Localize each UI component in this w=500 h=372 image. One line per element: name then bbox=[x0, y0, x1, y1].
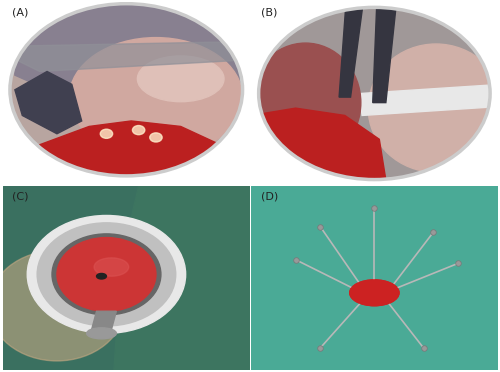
Circle shape bbox=[258, 7, 490, 180]
Ellipse shape bbox=[350, 280, 399, 306]
Polygon shape bbox=[251, 108, 386, 185]
Polygon shape bbox=[2, 42, 245, 71]
Ellipse shape bbox=[70, 38, 242, 157]
Polygon shape bbox=[114, 186, 250, 370]
Ellipse shape bbox=[0, 250, 125, 361]
Polygon shape bbox=[15, 71, 82, 134]
Polygon shape bbox=[372, 2, 396, 103]
Ellipse shape bbox=[94, 258, 128, 276]
Circle shape bbox=[37, 223, 176, 326]
Polygon shape bbox=[15, 2, 245, 121]
Polygon shape bbox=[339, 2, 363, 97]
Ellipse shape bbox=[86, 328, 117, 339]
Ellipse shape bbox=[350, 280, 399, 306]
Polygon shape bbox=[15, 121, 230, 185]
Bar bbox=[360, 85, 497, 115]
Circle shape bbox=[132, 125, 145, 135]
Ellipse shape bbox=[138, 56, 224, 102]
Circle shape bbox=[150, 133, 162, 142]
Circle shape bbox=[52, 234, 161, 315]
Ellipse shape bbox=[368, 44, 500, 172]
Text: (B): (B) bbox=[261, 7, 278, 17]
Circle shape bbox=[100, 129, 112, 138]
Text: (D): (D) bbox=[261, 192, 278, 202]
Polygon shape bbox=[92, 311, 116, 330]
Circle shape bbox=[27, 215, 186, 333]
Ellipse shape bbox=[250, 43, 361, 162]
Circle shape bbox=[57, 238, 156, 311]
Circle shape bbox=[10, 4, 242, 176]
Text: (C): (C) bbox=[12, 192, 29, 202]
Text: (A): (A) bbox=[12, 7, 29, 17]
Ellipse shape bbox=[96, 273, 106, 279]
